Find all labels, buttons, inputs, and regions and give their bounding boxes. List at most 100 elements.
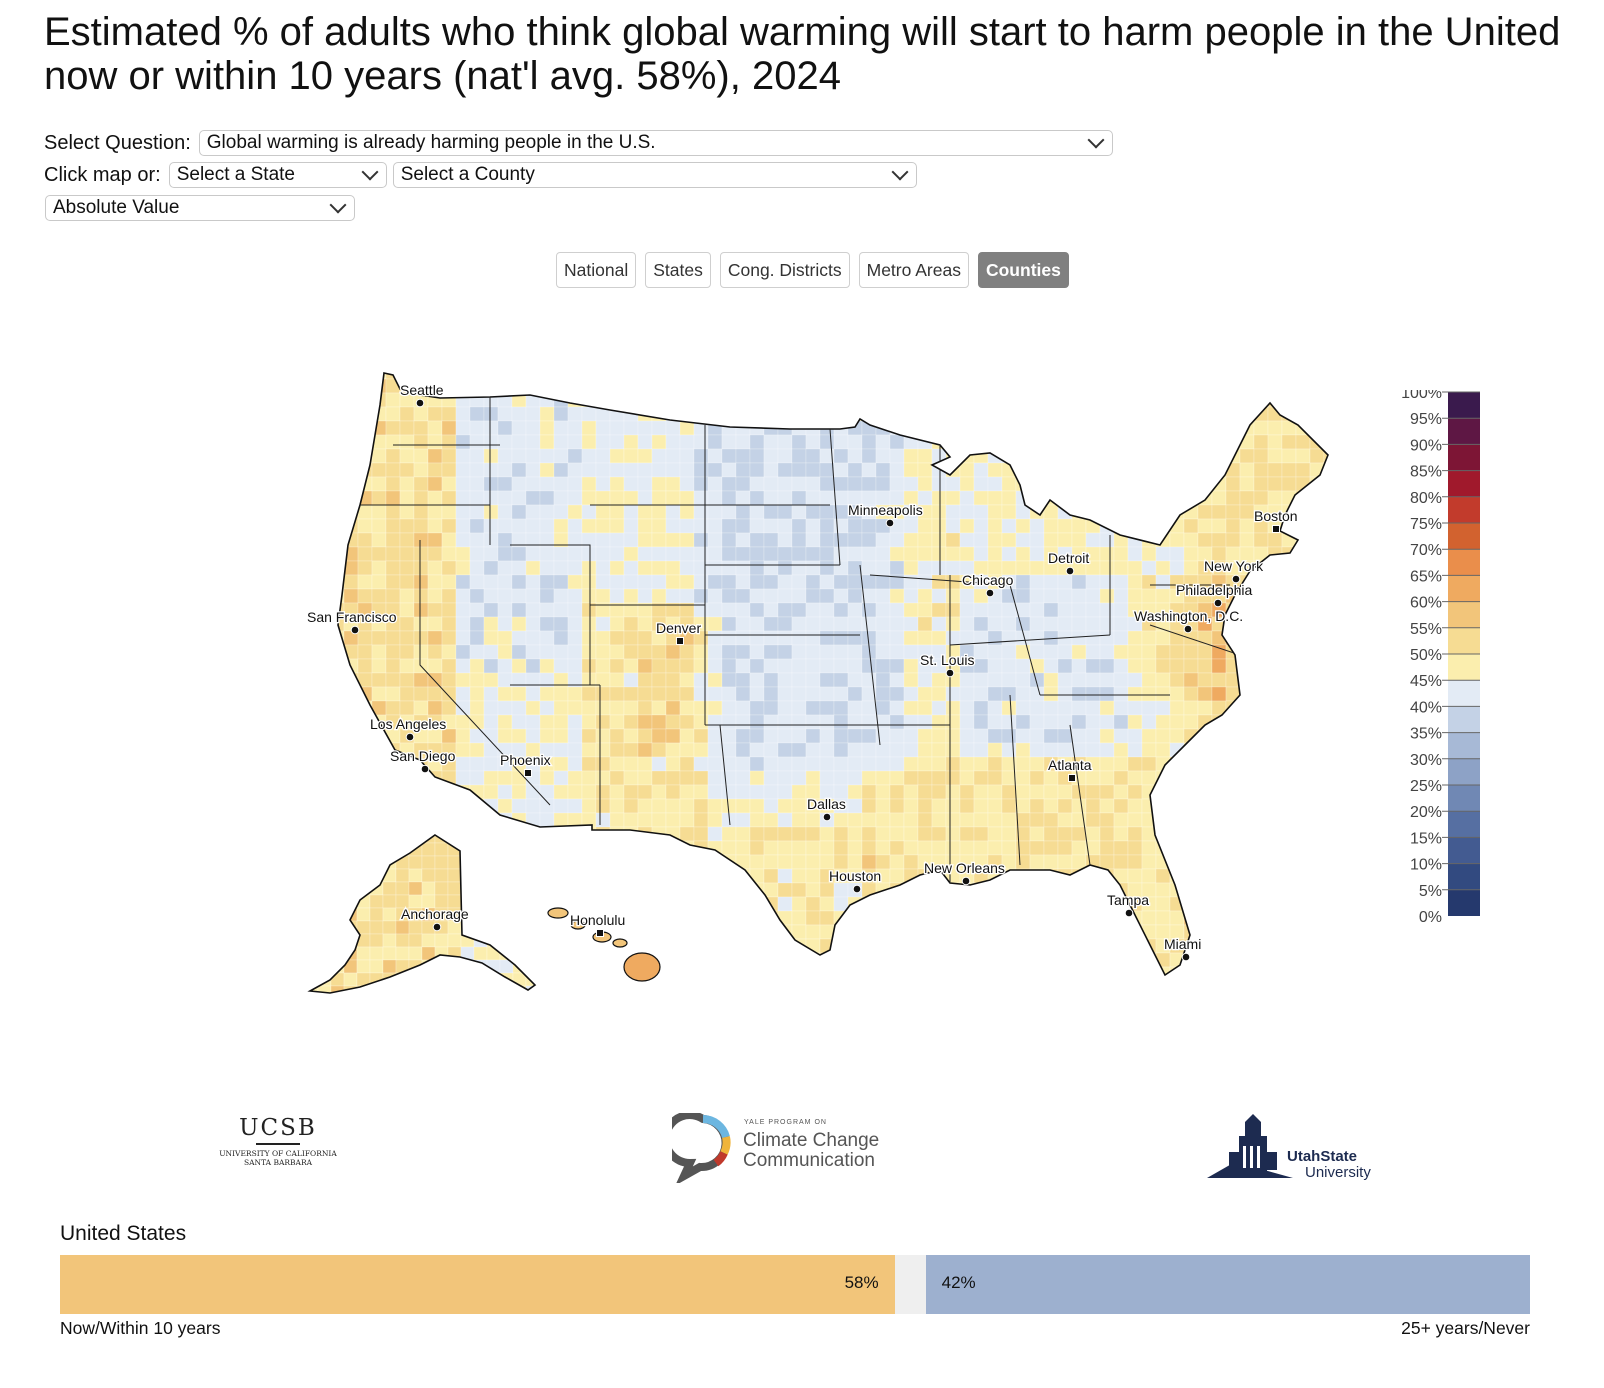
county-shape[interactable] (1338, 449, 1350, 463)
county-shape[interactable] (861, 420, 877, 436)
county-shape[interactable] (1099, 910, 1115, 926)
county-shape[interactable] (735, 476, 751, 492)
county-shape[interactable] (777, 910, 793, 926)
county-shape[interactable] (434, 972, 449, 987)
county-shape[interactable] (1338, 505, 1350, 519)
hawaii-map[interactable] (547, 907, 661, 982)
county-shape[interactable] (1211, 784, 1227, 800)
county-shape[interactable] (483, 770, 499, 786)
county-shape[interactable] (987, 966, 1003, 981)
county-shape[interactable] (595, 812, 611, 828)
county-shape[interactable] (1127, 476, 1143, 492)
county-shape[interactable] (1338, 967, 1350, 981)
county-shape[interactable] (931, 896, 947, 912)
county-shape[interactable] (1001, 728, 1017, 744)
county-shape[interactable] (1338, 463, 1350, 477)
county-shape[interactable] (1225, 784, 1241, 800)
county-shape[interactable] (428, 981, 442, 995)
county-shape[interactable] (833, 574, 849, 590)
county-shape[interactable] (497, 630, 513, 646)
county-shape[interactable] (721, 770, 737, 786)
county-shape[interactable] (1155, 420, 1171, 436)
county-shape[interactable] (455, 518, 471, 534)
county-shape[interactable] (609, 714, 625, 730)
county-shape[interactable] (1099, 378, 1115, 394)
county-shape[interactable] (931, 588, 947, 604)
county-shape[interactable] (833, 700, 849, 716)
county-shape[interactable] (1323, 602, 1338, 618)
county-shape[interactable] (651, 434, 667, 450)
county-shape[interactable] (805, 672, 821, 688)
county-shape[interactable] (447, 985, 462, 999)
county-shape[interactable] (777, 504, 793, 520)
county-shape[interactable] (791, 910, 807, 926)
county-shape[interactable] (623, 728, 639, 744)
county-shape[interactable] (805, 574, 821, 590)
county-shape[interactable] (903, 365, 919, 380)
county-shape[interactable] (959, 378, 975, 394)
county-shape[interactable] (1225, 742, 1241, 758)
county-shape[interactable] (1253, 672, 1269, 688)
county-shape[interactable] (623, 560, 639, 576)
county-shape[interactable] (945, 840, 961, 856)
county-shape[interactable] (553, 840, 569, 856)
county-shape[interactable] (399, 770, 415, 786)
county-shape[interactable] (1071, 686, 1087, 702)
county-shape[interactable] (1338, 659, 1350, 673)
county-shape[interactable] (1295, 588, 1311, 604)
county-shape[interactable] (847, 672, 863, 688)
county-shape[interactable] (987, 462, 1003, 478)
county-shape[interactable] (1043, 658, 1059, 674)
county-shape[interactable] (483, 672, 499, 688)
county-shape[interactable] (1169, 840, 1185, 856)
county-shape[interactable] (511, 770, 527, 786)
county-shape[interactable] (1338, 435, 1350, 449)
county-shape[interactable] (1127, 546, 1143, 562)
county-shape[interactable] (791, 504, 807, 520)
county-shape[interactable] (455, 378, 471, 394)
county-shape[interactable] (1338, 869, 1350, 883)
county-shape[interactable] (539, 462, 555, 478)
county-shape[interactable] (1197, 952, 1213, 968)
county-shape[interactable] (382, 959, 397, 974)
county-shape[interactable] (483, 812, 499, 828)
county-shape[interactable] (805, 490, 821, 506)
county-shape[interactable] (525, 658, 541, 674)
county-shape[interactable] (1113, 826, 1129, 842)
county-shape[interactable] (931, 728, 947, 744)
county-shape[interactable] (1309, 966, 1325, 981)
county-shape[interactable] (1043, 798, 1059, 814)
county-shape[interactable] (707, 518, 723, 534)
county-shape[interactable] (1323, 518, 1338, 534)
county-shape[interactable] (791, 560, 807, 576)
county-shape[interactable] (819, 476, 835, 492)
county-shape[interactable] (763, 644, 779, 660)
county-shape[interactable] (1253, 812, 1269, 828)
county-shape[interactable] (903, 686, 919, 702)
county-shape[interactable] (1197, 826, 1213, 842)
county-shape[interactable] (1281, 812, 1297, 828)
county-shape[interactable] (1001, 924, 1017, 940)
county-shape[interactable] (665, 938, 681, 954)
county-shape[interactable] (1141, 938, 1157, 954)
county-shape[interactable] (357, 868, 373, 884)
county-shape[interactable] (1183, 448, 1199, 464)
county-shape[interactable] (707, 490, 723, 506)
county-shape[interactable] (441, 700, 457, 716)
county-shape[interactable] (567, 938, 583, 954)
county-shape[interactable] (455, 476, 471, 492)
county-shape[interactable] (553, 504, 569, 520)
county-shape[interactable] (343, 728, 359, 744)
county-shape[interactable] (1338, 771, 1350, 785)
county-shape[interactable] (931, 406, 947, 422)
county-shape[interactable] (1211, 462, 1227, 478)
county-shape[interactable] (581, 616, 597, 632)
county-shape[interactable] (455, 770, 471, 786)
county-shape[interactable] (651, 420, 667, 436)
county-shape[interactable] (749, 616, 765, 632)
county-shape[interactable] (665, 686, 681, 702)
county-shape[interactable] (819, 392, 835, 408)
county-shape[interactable] (693, 756, 709, 772)
county-shape[interactable] (434, 842, 449, 857)
county-shape[interactable] (455, 448, 471, 464)
